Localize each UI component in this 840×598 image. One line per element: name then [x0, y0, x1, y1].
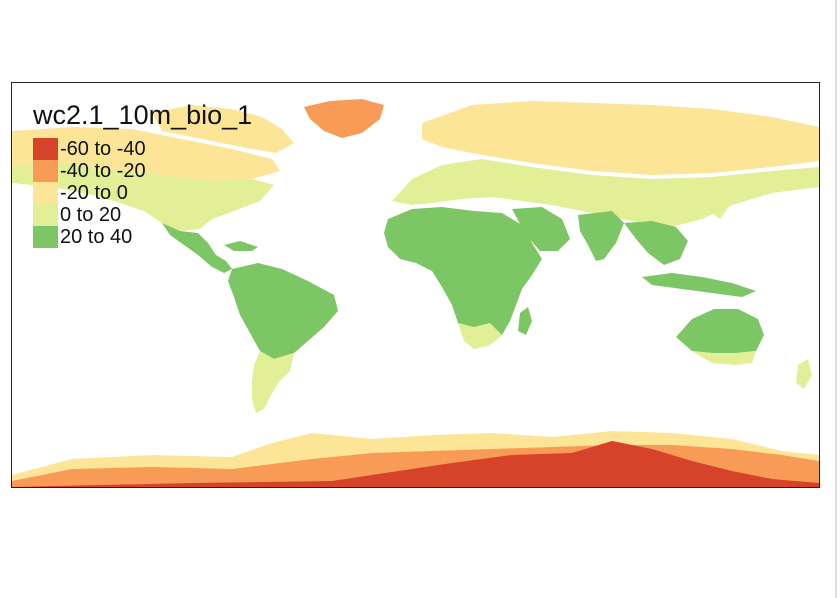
antarctica-core [12, 441, 819, 487]
madagascar [518, 307, 532, 335]
legend-entry: -40 to -20 [33, 160, 252, 182]
legend-swatch [33, 138, 58, 160]
australia-south [692, 351, 756, 365]
legend-entry: 20 to 40 [33, 226, 252, 248]
indonesia [642, 273, 756, 297]
legend-label: -20 to 0 [60, 182, 128, 204]
caribbean [224, 241, 258, 251]
greenland [304, 99, 384, 138]
map-panel: wc2.1_10m_bio_1 -60 to -40 -40 to -20 -2… [11, 82, 820, 488]
legend-swatch [33, 204, 58, 226]
north-america-north [12, 127, 280, 181]
australia [676, 309, 764, 353]
new-zealand [796, 359, 812, 389]
south-america-tropical [228, 263, 338, 359]
legend-title: wc2.1_10m_bio_1 [33, 100, 253, 130]
legend-label: 20 to 40 [60, 226, 133, 248]
legend-label: -40 to -20 [60, 160, 146, 182]
south-america-south [252, 351, 294, 413]
north-america-temperate [12, 163, 274, 231]
legend-label: -60 to -40 [60, 138, 146, 160]
legend-entry: -60 to -40 [33, 138, 252, 160]
southeast-asia [624, 221, 688, 265]
canadian-arctic [152, 105, 294, 153]
africa [384, 207, 542, 349]
legend-entry: 0 to 20 [33, 204, 252, 226]
eurasia-north [422, 101, 819, 175]
japan [712, 191, 730, 219]
map-legend: wc2.1_10m_bio_1 -60 to -40 -40 to -20 -2… [33, 100, 252, 248]
south-africa [458, 323, 502, 349]
india [578, 211, 624, 261]
arabia [512, 207, 570, 251]
legend-swatch [33, 182, 58, 204]
legend-swatch [33, 160, 58, 182]
world-map [12, 99, 819, 487]
legend-swatch [33, 226, 58, 248]
legend-label: 0 to 20 [60, 204, 122, 226]
central-america [162, 223, 232, 273]
legend-entry: -20 to 0 [33, 182, 252, 204]
page-edge-line [835, 0, 837, 598]
